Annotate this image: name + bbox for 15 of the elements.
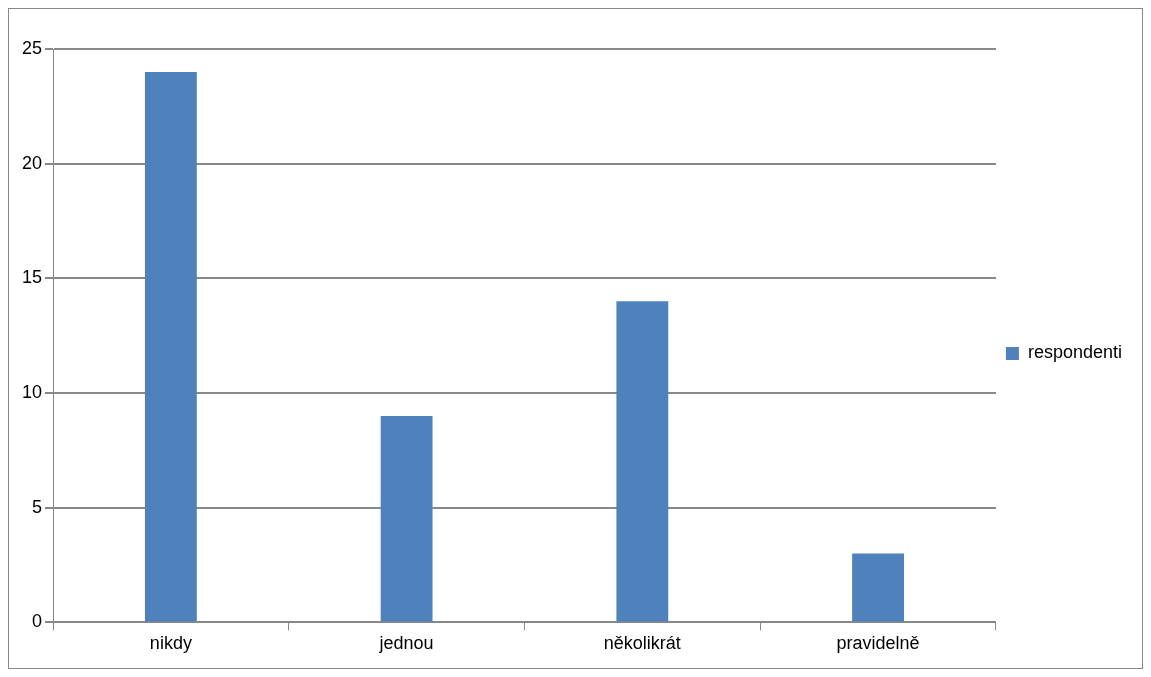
y-tick-label: 20 [21,152,43,173]
y-tick-label: 15 [21,267,43,288]
bar [852,553,904,622]
bar [144,71,197,622]
y-tick-label: 10 [21,382,43,403]
y-tick-label: 0 [32,611,43,632]
x-tick-label: několikrát [603,633,681,654]
x-tick-label: jednou [378,633,434,654]
x-tick-label: nikdy [149,633,192,654]
bar [616,301,669,622]
bar [380,415,433,622]
x-tick-label: pravidelně [836,633,920,654]
y-tick-label: 5 [32,496,43,517]
y-tick-label: 25 [21,37,43,58]
legend-label: respondenti [1027,342,1123,363]
